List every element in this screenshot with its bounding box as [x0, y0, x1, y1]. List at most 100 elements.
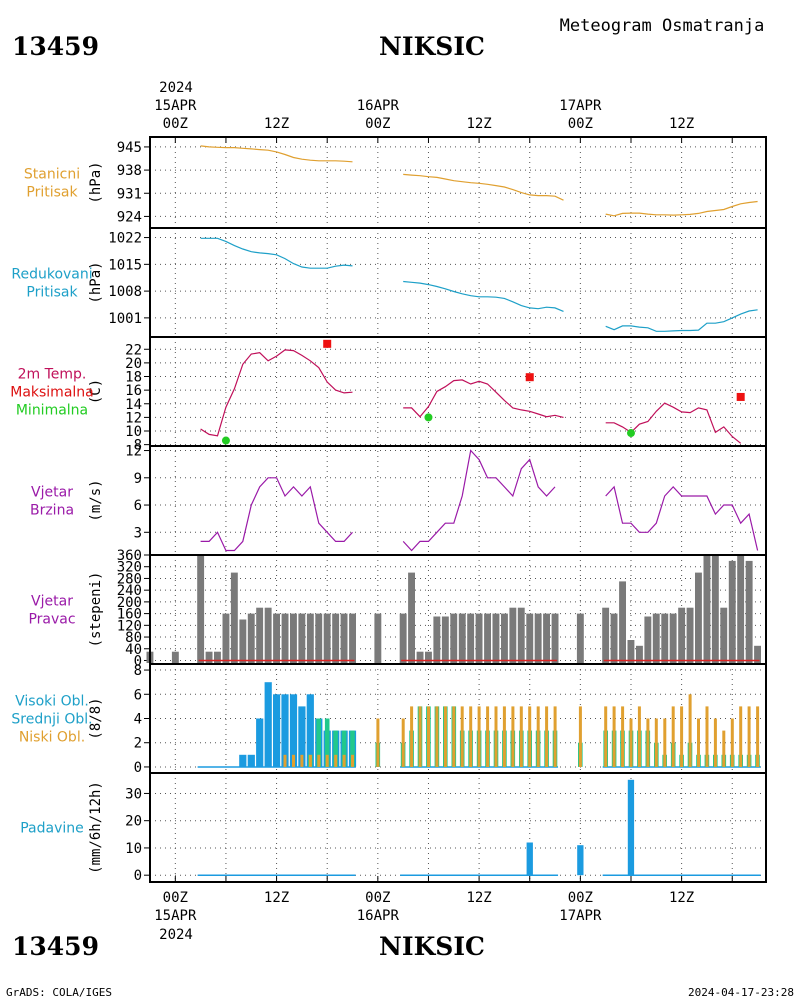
wind-dir-bar	[290, 613, 297, 663]
wind-dir-bar	[517, 607, 525, 663]
wind-dir-bar	[374, 613, 382, 663]
wind-dir-bar	[214, 651, 221, 663]
wind-dir-bar	[441, 616, 449, 663]
top-hour-tick-label: 00Z	[365, 116, 390, 132]
wind-dir-bar	[492, 613, 500, 663]
cloud-bar-1	[333, 730, 338, 767]
wind-dir-bar	[720, 607, 728, 663]
wind-dir-bar	[408, 572, 415, 663]
cloud-bar-2	[477, 706, 481, 767]
cloud-bar-0	[289, 694, 298, 767]
cloud-bar-1	[316, 718, 321, 767]
wind-dir-bar	[416, 651, 424, 663]
min-temp-marker	[424, 413, 433, 422]
cloud-bar-0	[247, 754, 255, 767]
panel-oblacnost: 0 2 4 6 8 (8/8)Visoki Obl. Srednji Obl. Niski O…	[11, 663, 767, 776]
wind-dir-bar	[754, 645, 761, 663]
cloud-bar-2	[494, 706, 498, 767]
top-hour-tick-label: 12Z	[669, 116, 694, 132]
product-title: Meteogram Osmatranja	[560, 16, 765, 36]
y-tick-label: 924	[117, 209, 142, 225]
cloud-bar-0	[273, 694, 281, 767]
max-temp-marker	[736, 392, 745, 401]
y-tick-label: 120	[117, 618, 142, 634]
bottom-hour-tick-label: 12Z	[466, 890, 491, 906]
bottom-day-label: 17APR	[559, 908, 602, 924]
wind-dir-bar	[323, 613, 331, 663]
cloud-bar-2	[452, 706, 456, 767]
top-hour-tick-label: 12Z	[264, 116, 289, 132]
wind-dir-bar	[551, 613, 559, 663]
cloud-bar-2	[401, 718, 405, 767]
cloud-bar-2	[435, 706, 439, 767]
y-tick-label: 240	[117, 583, 142, 599]
wind-dir-bar	[652, 613, 660, 663]
wind-dir-bar	[745, 560, 753, 663]
side-label: Maksimalna	[10, 385, 94, 401]
wind-dir-bar	[349, 613, 356, 663]
y-tick-label: 10	[125, 841, 142, 857]
y-tick-label: 20	[125, 356, 142, 372]
y-tick-label: 160	[117, 607, 142, 623]
station-name-top: NIKSIC	[379, 32, 485, 61]
series-line-redukovani	[605, 309, 758, 332]
cloud-bar-2	[747, 706, 751, 767]
cloud-bar-1	[324, 718, 330, 767]
top-hour-tick-label: 00Z	[163, 116, 188, 132]
wind-dir-bar	[467, 613, 475, 663]
wind-dir-bar	[619, 581, 626, 663]
cloud-bar-0	[239, 754, 247, 767]
y-tick-label: 1001	[108, 311, 142, 327]
panel-frame	[149, 136, 767, 229]
cloud-bar-2	[292, 754, 295, 767]
wind-dir-bar	[171, 651, 179, 663]
wind-dir-bar	[636, 645, 643, 663]
cloud-bar-2	[376, 718, 380, 767]
side-label: Niski Obl.	[19, 730, 85, 746]
side-label: Vjetar	[31, 485, 73, 501]
y-tick-label: 200	[117, 595, 142, 611]
y-tick-label: 8	[134, 438, 142, 454]
max-temp-marker	[525, 373, 534, 382]
y-tick-label: 20	[125, 814, 142, 830]
y-axis-label: (8/8)	[88, 697, 104, 739]
side-label: Vjetar	[31, 594, 73, 610]
cloud-bar-2	[469, 706, 473, 767]
wind-dir-bar	[315, 613, 323, 663]
top-day-label: 15APR	[154, 98, 197, 114]
y-axis-label: (mm/6h/12h)	[88, 781, 104, 874]
wind-dir-bar	[602, 607, 610, 663]
cloud-bar-2	[283, 754, 287, 767]
y-tick-label: 931	[117, 186, 142, 202]
bottom-day-label: 16APR	[357, 908, 400, 924]
series-line-redukovani	[200, 237, 353, 269]
wind-dir-bar	[247, 613, 255, 663]
cloud-bar-2	[317, 754, 321, 767]
cloud-bar-2	[663, 718, 667, 767]
cloud-bar-0	[306, 694, 314, 767]
wind-dir-bar	[576, 613, 584, 663]
wind-dir-bar	[239, 619, 247, 663]
y-tick-label: 280	[117, 571, 142, 587]
y-tick-label: 10	[125, 424, 142, 440]
cloud-bar-1	[350, 730, 355, 767]
wind-dir-bar	[610, 613, 618, 663]
precip-bar	[577, 845, 584, 876]
cloud-bar-2	[300, 754, 304, 767]
series-line-stanicni	[605, 200, 758, 217]
bottom-time-axis: 2024 00Z 12Z 00Z 12Z 00Z 12Z 15APR 16APR 17APR	[154, 890, 694, 943]
wind-dir-bar	[501, 613, 508, 663]
cloud-bar-2	[688, 694, 692, 767]
cloud-bar-2	[629, 718, 633, 767]
y-tick-label: 6	[134, 498, 142, 514]
y-axis-label: (hPa)	[88, 261, 104, 303]
cloud-bar-2	[536, 706, 540, 767]
wind-dir-bar	[205, 651, 213, 663]
y-axis-label: (C)	[88, 379, 104, 404]
wind-dir-bar	[534, 613, 542, 663]
top-time-axis: 2024 00Z 12Z 00Z 12Z 00Z 12Z 15APR 16APR 17APR	[154, 80, 694, 132]
side-label: Stanicni	[24, 167, 80, 183]
cloud-bar-2	[502, 706, 506, 767]
